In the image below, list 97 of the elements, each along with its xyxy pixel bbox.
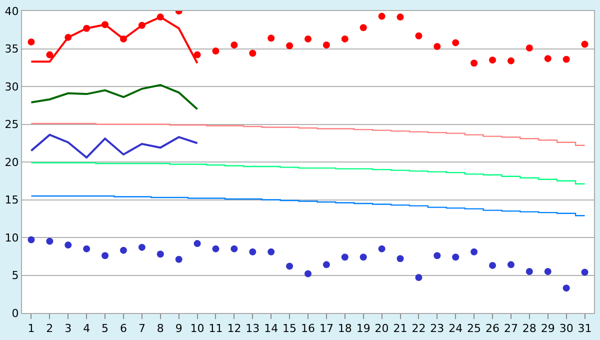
point (120, 246, 127, 254)
line-series (30, 84, 198, 110)
y-tick-label: 25 (4, 118, 19, 132)
point (581, 268, 588, 276)
x-tick-label: 19 (356, 322, 370, 336)
x-tick-label: 1 (28, 322, 35, 336)
point (138, 244, 146, 251)
point (46, 51, 54, 58)
x-tick-label: 22 (412, 322, 426, 336)
x-tick-label: 17 (319, 322, 334, 336)
y-tick-label: 40 (4, 4, 19, 18)
point (212, 48, 220, 55)
x-tick-label: 6 (120, 322, 127, 336)
point (396, 14, 404, 21)
point (304, 270, 312, 278)
x-tick-label: 27 (504, 322, 518, 336)
point (526, 44, 533, 52)
y-tick-label: 35 (4, 42, 19, 56)
point (156, 250, 164, 258)
point (507, 57, 514, 64)
point (562, 56, 570, 63)
point (415, 274, 422, 282)
point (28, 38, 35, 46)
point (286, 262, 294, 270)
point (212, 245, 220, 252)
point (452, 254, 460, 261)
line-series (30, 134, 198, 158)
x-tick-label: 3 (64, 322, 72, 336)
x-tick-label: 30 (559, 322, 574, 336)
y-tick-label: 20 (4, 156, 19, 169)
x-tick-label: 2 (46, 322, 54, 336)
y-tick-label: 0 (12, 306, 19, 320)
point (64, 242, 72, 249)
point (544, 55, 552, 62)
point (470, 60, 478, 67)
x-tick-label: 18 (338, 322, 352, 336)
x-tick-label: 21 (393, 322, 408, 336)
x-tick-label: 15 (282, 322, 297, 336)
point (452, 39, 460, 46)
x-tick-label: 25 (467, 322, 482, 336)
x-tick-label: 4 (83, 322, 90, 336)
point (396, 255, 404, 262)
point (489, 56, 496, 64)
point (322, 41, 330, 48)
y-tick-label: 10 (4, 231, 19, 244)
x-tick-label: 7 (138, 322, 146, 336)
point (268, 248, 275, 256)
point (194, 240, 201, 248)
x-tick-label: 5 (102, 322, 109, 336)
point (415, 32, 422, 40)
point (194, 51, 201, 58)
point (249, 248, 256, 256)
x-tick-label: 9 (175, 322, 182, 336)
point (378, 245, 386, 252)
x-tick-label: 28 (522, 322, 536, 336)
point (507, 261, 514, 268)
point (360, 254, 367, 261)
point (360, 24, 367, 32)
point (28, 236, 35, 244)
point (230, 41, 238, 48)
point (268, 34, 275, 42)
x-tick-label: 8 (156, 322, 164, 336)
point (562, 284, 570, 292)
point (322, 261, 330, 268)
point (378, 12, 386, 20)
point (434, 42, 441, 50)
y-tick-label: 15 (4, 194, 19, 207)
point (526, 268, 533, 275)
x-tick-label: 14 (264, 322, 278, 336)
x-tick-label: 26 (486, 322, 500, 336)
point (83, 245, 90, 252)
y-tick-label: 5 (12, 269, 19, 282)
y-tick-label: 30 (4, 80, 19, 94)
point (581, 40, 588, 48)
point (341, 254, 348, 261)
x-tick-label: 11 (208, 322, 223, 336)
point (489, 262, 496, 269)
point (286, 42, 294, 50)
x-tick-label: 12 (227, 322, 242, 336)
point (341, 35, 348, 42)
x-tick-label: 10 (190, 322, 204, 336)
point (230, 245, 238, 252)
point (544, 268, 552, 275)
point (304, 35, 312, 42)
point (175, 256, 182, 263)
point (470, 248, 478, 256)
x-tick-label: 23 (430, 322, 444, 336)
point (434, 252, 441, 260)
x-tick-label: 24 (448, 322, 463, 336)
x-tick-label: 16 (301, 322, 315, 336)
x-tick-label: 13 (246, 322, 260, 336)
point (46, 238, 54, 245)
x-tick-label: 29 (540, 322, 555, 336)
point (249, 50, 256, 57)
x-tick-label: 31 (578, 322, 592, 336)
x-tick-label: 20 (374, 322, 389, 336)
point (102, 252, 109, 260)
